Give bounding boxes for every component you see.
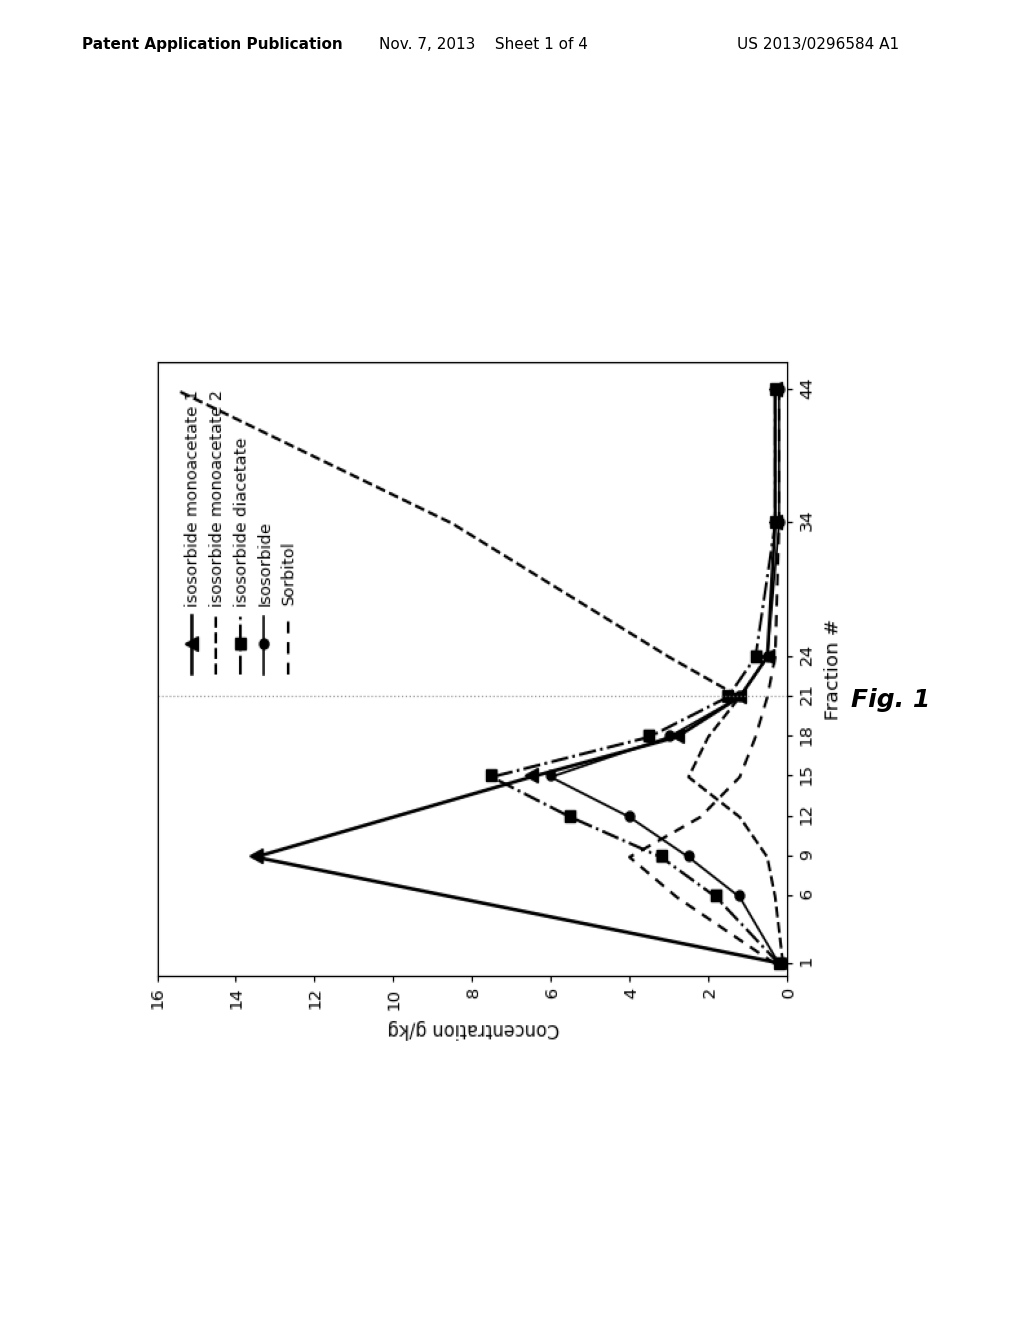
Text: Patent Application Publication: Patent Application Publication [82, 37, 343, 51]
Text: Nov. 7, 2013    Sheet 1 of 4: Nov. 7, 2013 Sheet 1 of 4 [379, 37, 588, 51]
Text: Fig. 1: Fig. 1 [851, 688, 931, 711]
Text: US 2013/0296584 A1: US 2013/0296584 A1 [737, 37, 899, 51]
